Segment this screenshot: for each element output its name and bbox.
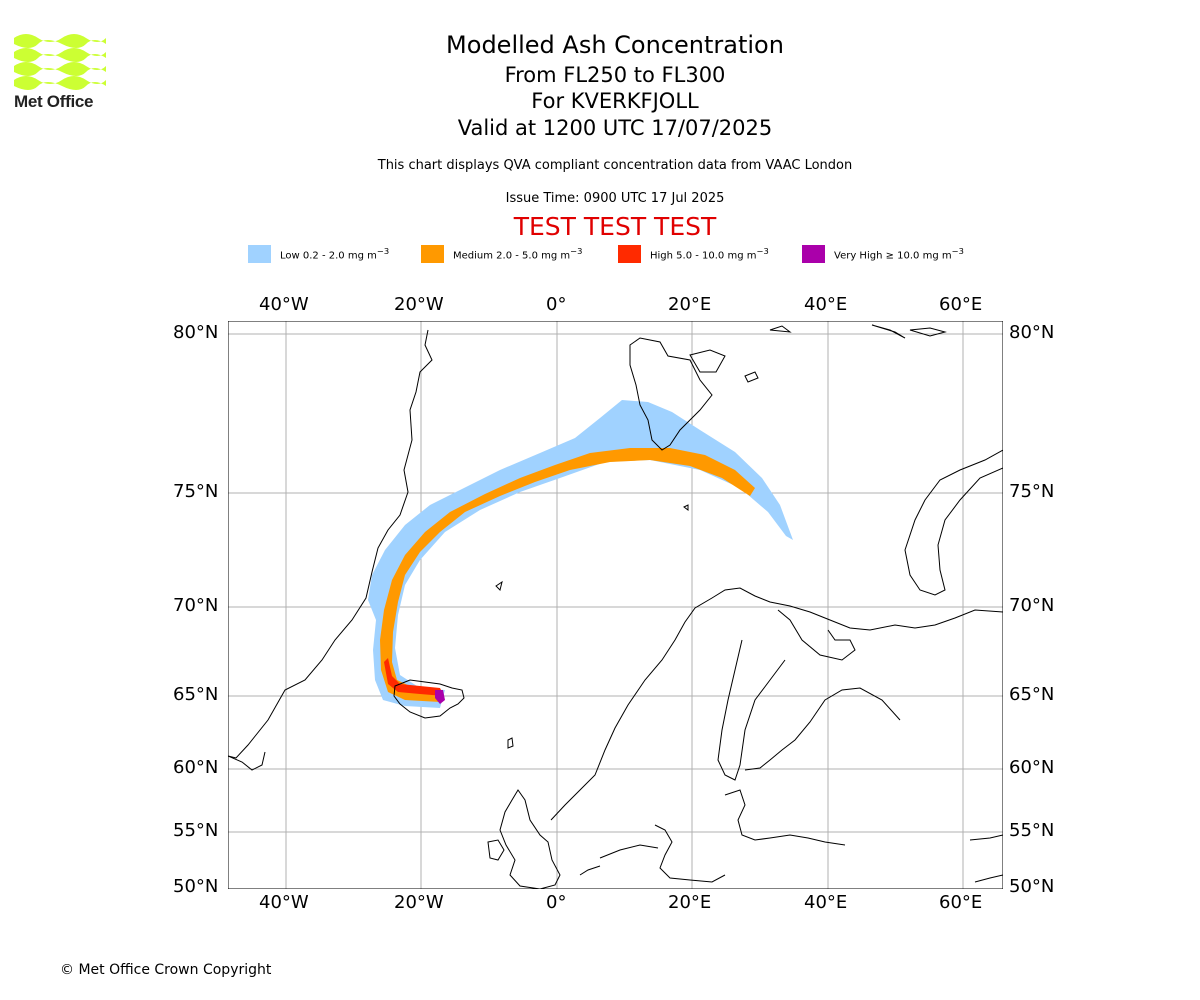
lon-tick-top: 40°W [259,294,309,315]
met-office-logo-text: Met Office [14,92,94,111]
lat-tick-left: 65°N [173,684,219,705]
ash-plume-low [368,400,793,708]
lon-tick-top: 0° [546,294,567,315]
lon-tick-bottom: 40°E [804,892,848,913]
lon-tick-top: 20°W [394,294,444,315]
valid-time: Valid at 1200 UTC 17/07/2025 [457,116,773,140]
lat-tick-right: 60°N [1009,757,1055,778]
coastlines [228,324,1003,889]
copyright-notice: © Met Office Crown Copyright [60,962,272,978]
legend-item-high: High 5.0 - 10.0 mg m−3 [618,244,769,264]
legend-item-low: Low 0.2 - 2.0 mg m−3 [248,244,389,264]
legend-item-very-high: Very High ≥ 10.0 mg m−3 [802,244,964,264]
lat-tick-left: 50°N [173,876,219,897]
lat-tick-right: 65°N [1009,684,1055,705]
lat-tick-right: 70°N [1009,595,1055,616]
lat-tick-left: 55°N [173,820,219,841]
lon-tick-bottom: 40°W [259,892,309,913]
legend-label-very-high: Very High ≥ 10.0 mg m−3 [834,246,964,262]
lat-tick-right: 50°N [1009,876,1055,897]
legend-label-high: High 5.0 - 10.0 mg m−3 [650,246,769,262]
legend-swatch-low [248,245,271,263]
lon-tick-bottom: 0° [546,892,567,913]
legend-item-medium: Medium 2.0 - 5.0 mg m−3 [421,244,582,264]
lat-tick-left: 60°N [173,757,219,778]
test-banner: TEST TEST TEST [513,212,717,241]
legend-swatch-medium [421,245,444,263]
lon-tick-top: 60°E [939,294,983,315]
lat-tick-left: 70°N [173,595,219,616]
lon-tick-bottom: 60°E [939,892,983,913]
volcano-name: For KVERKFJOLL [531,89,699,113]
lat-tick-right: 80°N [1009,322,1055,343]
chart-title: Modelled Ash Concentration [446,31,784,59]
lat-tick-left: 80°N [173,322,219,343]
legend-swatch-very-high [802,245,825,263]
met-office-logo [14,34,106,90]
ash-plume-medium [380,448,755,702]
lat-tick-right: 75°N [1009,481,1055,502]
issue-time: Issue Time: 0900 UTC 17 Jul 2025 [505,191,725,206]
ash-plume-very-high [435,690,445,704]
flight-level-range: From FL250 to FL300 [504,63,726,87]
lat-tick-right: 55°N [1009,820,1055,841]
lon-tick-bottom: 20°E [668,892,712,913]
chart-description: This chart displays QVA compliant concen… [377,158,853,173]
legend-label-low: Low 0.2 - 2.0 mg m−3 [280,246,390,262]
lon-tick-top: 20°E [668,294,712,315]
legend-swatch-high [618,245,641,263]
lon-tick-top: 40°E [804,294,848,315]
lat-tick-left: 75°N [173,481,219,502]
legend-label-medium: Medium 2.0 - 5.0 mg m−3 [453,246,583,262]
ash-plume-high [384,658,444,696]
concentration-legend: Low 0.2 - 2.0 mg m−3 Medium 2.0 - 5.0 mg… [0,244,1200,264]
lon-tick-bottom: 20°W [394,892,444,913]
